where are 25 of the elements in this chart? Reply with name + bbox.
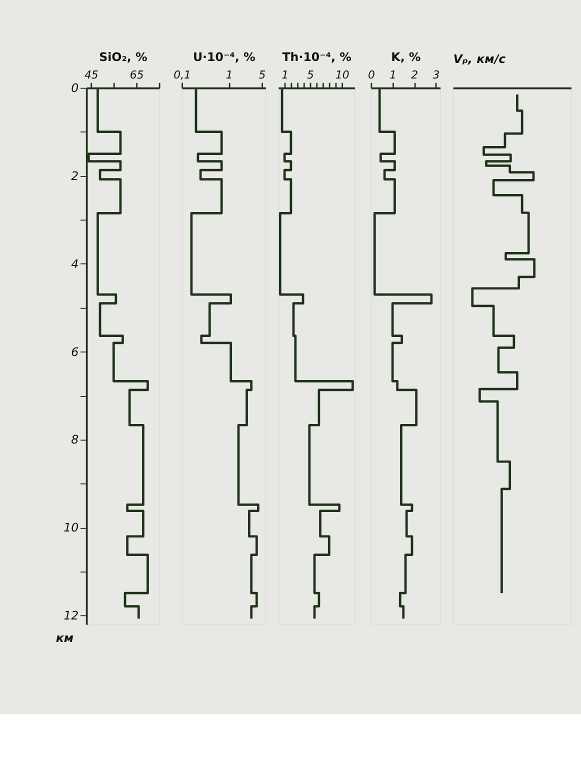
x-axis-title: U·10⁻⁴, %: [192, 50, 256, 64]
x-tick-label: 1: [390, 68, 396, 82]
x-axis-title: Th·10⁻⁴, %: [282, 50, 352, 64]
x-axis-title: Vₚ, км/с: [453, 52, 506, 66]
y-tick-label: 12: [64, 608, 79, 623]
x-tick-label: 65: [130, 68, 144, 82]
x-tick-label: 1: [226, 68, 233, 82]
y-tick-label: 0: [71, 80, 79, 95]
y-tick-label: 2: [71, 168, 79, 183]
y-axis-title: км: [56, 631, 74, 646]
x-tick-label: 10: [335, 68, 350, 82]
x-tick-label: 0,1: [174, 68, 191, 82]
y-tick-label: 6: [71, 344, 79, 359]
x-tick-label: 0: [368, 68, 375, 82]
x-tick-label: 2: [411, 68, 418, 82]
x-tick-label: 5: [307, 68, 314, 82]
y-tick-label: 8: [71, 432, 79, 447]
y-tick-label: 4: [71, 256, 79, 271]
x-tick-label: 45: [84, 68, 98, 82]
x-tick-label: 3: [432, 68, 440, 82]
y-tick-label: 10: [64, 520, 79, 535]
x-tick-label: 1: [282, 68, 289, 82]
x-axis-title: SiO₂, %: [99, 50, 148, 64]
x-tick-label: 5: [258, 68, 266, 82]
x-axis-title: K, %: [391, 50, 421, 64]
